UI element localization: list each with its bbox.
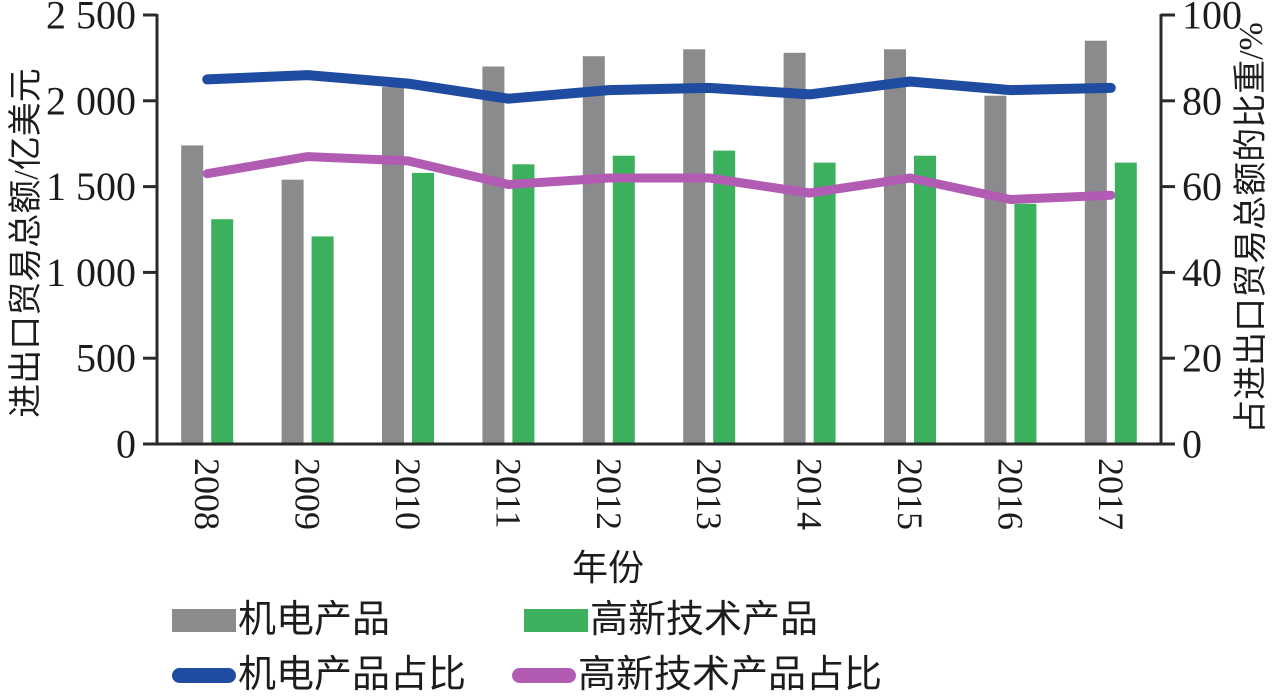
x-tick-label-2014: 2014 (790, 458, 830, 530)
right-axis-tick-label: 20 (1182, 336, 1222, 381)
electromech-bar-2012 (582, 56, 605, 444)
x-tick-label-2010: 2010 (388, 458, 428, 530)
x-labels-group: 2008 2009 2010 2011 2012 2013 2014 2015 2016 2017 (187, 458, 1131, 530)
legend-swatch-electromech-ratio-line (172, 667, 236, 683)
hightech-bar-2011 (512, 164, 535, 445)
x-tick-label-2013: 2013 (689, 458, 729, 530)
legend-label-electromech-bar: 机电产品 (238, 599, 391, 641)
left-axis-tick-label: 0 (116, 422, 136, 467)
right-axis-title: 占进出口贸易总额的比重/% (1233, 22, 1270, 434)
right-axis-tick-label: 100 (1182, 0, 1242, 38)
legend-item-electromech-bar: 机电产品 (172, 598, 390, 642)
electromech-bar-2008 (181, 145, 204, 444)
hightech-bar-2014 (813, 162, 836, 444)
bars-group (181, 40, 1137, 445)
legend-item-hightech-ratio-line: 高新技术产品占比 (512, 653, 882, 696)
electromech-ratio-line (202, 70, 1116, 104)
electromech-bar-2015 (884, 49, 906, 445)
lines-group (202, 70, 1116, 204)
hightech-bar-2008 (211, 219, 234, 444)
left-axis-title: 进出口贸易总额/亿美元 (8, 68, 45, 418)
legend-label-electromech-ratio-line: 机电产品占比 (238, 654, 467, 696)
hightech-ratio-line (202, 152, 1116, 204)
electromech-bar-2014 (783, 52, 806, 445)
axes-group (143, 13, 1175, 446)
right-axis-tick-label: 60 (1182, 164, 1222, 209)
left-axis-tick-label: 1 500 (46, 164, 136, 209)
hightech-bar-2010 (412, 172, 434, 444)
legend-swatch-electromech-bar (172, 608, 236, 632)
left-axis-tick-label: 2 000 (46, 78, 136, 123)
legend-label-hightech-bar: 高新技术产品 (590, 599, 819, 641)
hightech-bar-2016 (1014, 203, 1037, 444)
legend-swatch-hightech-ratio-line (512, 667, 576, 683)
left-axis-tick-label: 500 (76, 336, 136, 381)
x-tick-label-2008: 2008 (187, 458, 227, 530)
x-tick-label-2017: 2017 (1091, 458, 1131, 530)
hightech-bar-2009 (311, 236, 334, 444)
electromech-bar-2009 (281, 179, 304, 444)
legend-item-hightech-bar: 高新技术产品 (524, 598, 818, 642)
right-axis-tick-label: 40 (1182, 250, 1222, 295)
electromech-bar-2013 (683, 49, 706, 445)
electromech-bar-2017 (1084, 40, 1107, 444)
x-tick-label-2015: 2015 (890, 458, 930, 530)
electromech-bar-2016 (984, 95, 1007, 444)
electromech-bar-2011 (482, 66, 505, 444)
hightech-bar-2015 (914, 155, 936, 444)
legend-swatch-hightech-bar (524, 608, 588, 632)
left-axis-tick-label: 2 500 (46, 0, 136, 38)
electromech-bar-2010 (382, 87, 404, 444)
right-axis-tick-label: 80 (1182, 78, 1222, 123)
x-tick-label-2016: 2016 (990, 458, 1030, 530)
x-tick-label-2011: 2011 (488, 458, 528, 529)
x-tick-label-2009: 2009 (288, 458, 328, 530)
right-axis-tick-label: 0 (1182, 422, 1202, 467)
x-tick-label-2012: 2012 (589, 458, 629, 530)
legend-item-electromech-ratio-line: 机电产品占比 (172, 653, 466, 696)
hightech-bar-2013 (713, 150, 736, 444)
left-axis-tick-label: 1 000 (46, 250, 136, 295)
hightech-bar-2012 (612, 155, 635, 444)
legend-label-hightech-ratio-line: 高新技术产品占比 (578, 654, 883, 696)
tick-labels-group: 2 500 100 2 000 80 1 500 60 1 000 40 500 20 0 0 (46, 0, 1242, 467)
x-axis-title: 年份 (571, 548, 645, 588)
hightech-bar-2017 (1114, 162, 1137, 444)
